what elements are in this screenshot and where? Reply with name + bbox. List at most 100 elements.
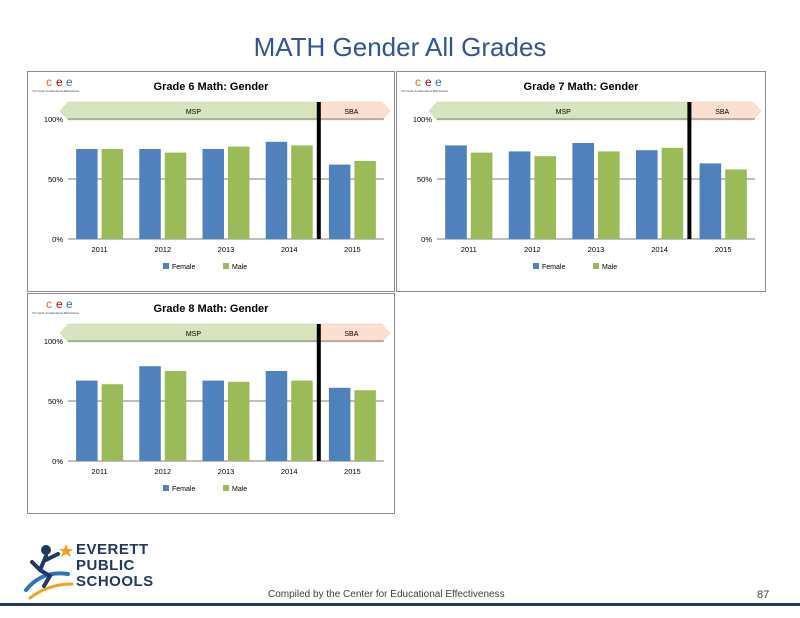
y-tick-label: 100% <box>44 337 64 346</box>
cee-logo-tagline: The Center for Educational Effectiveness <box>401 89 449 93</box>
cee-logo-letter: e <box>425 75 432 89</box>
bar-female <box>265 141 288 239</box>
sba-band-label: SBA <box>715 109 729 116</box>
logo-wordmark: EVERETT PUBLIC SCHOOLS <box>76 542 154 590</box>
cee-logo-letter: e <box>435 75 442 89</box>
x-tick-label: 2015 <box>344 467 361 476</box>
bar-male <box>354 161 376 239</box>
bar-male <box>101 384 124 461</box>
bar-female <box>328 387 351 461</box>
y-tick-label: 100% <box>413 115 433 124</box>
x-tick-label: 2014 <box>281 467 298 476</box>
msp-band-label: MSP <box>556 109 572 116</box>
bar-male <box>354 390 376 461</box>
legend-swatch <box>593 263 599 269</box>
bar-male <box>291 380 313 461</box>
bar-male <box>164 152 187 239</box>
x-tick-label: 2011 <box>92 245 108 254</box>
x-tick-label: 2014 <box>651 245 668 254</box>
legend-swatch <box>163 263 169 269</box>
legend-label: Female <box>172 486 195 493</box>
bar-female <box>265 371 288 461</box>
x-tick-label: 2011 <box>92 467 108 476</box>
chart-title: Grade 8 Math: Gender <box>154 303 270 315</box>
legend-label: Female <box>542 264 565 271</box>
msp-band-label: MSP <box>186 109 202 116</box>
footer-credit: Compiled by the Center for Educational E… <box>268 589 505 600</box>
bar-male <box>725 169 747 239</box>
x-tick-label: 2012 <box>524 245 541 254</box>
y-tick-label: 50% <box>417 175 432 184</box>
x-tick-label: 2014 <box>281 245 298 254</box>
x-tick-label: 2015 <box>344 245 361 254</box>
bar-female <box>635 150 658 239</box>
cee-logo-letter: e <box>66 75 73 89</box>
y-tick-label: 50% <box>48 397 63 406</box>
legend-label: Male <box>232 264 247 271</box>
x-tick-label: 2012 <box>154 245 171 254</box>
x-tick-label: 2013 <box>218 467 235 476</box>
bar-male <box>164 371 187 461</box>
y-tick-label: 0% <box>421 235 432 244</box>
cee-logo-tagline: The Center for Educational Effectiveness <box>32 311 80 315</box>
bar-male <box>228 381 250 461</box>
y-tick-label: 0% <box>52 457 63 466</box>
bar-male <box>661 147 684 239</box>
chart-panel-grade-6: c e e The Center for Educational Effectiven… <box>27 71 395 292</box>
logo-line-2: PUBLIC <box>76 557 135 574</box>
bar-male <box>534 156 557 239</box>
x-tick-label: 2013 <box>218 245 235 254</box>
cee-logo-letter: c <box>415 75 421 89</box>
bar-male <box>598 151 620 239</box>
logo-line-3: SCHOOLS <box>76 573 154 590</box>
legend-swatch <box>533 263 539 269</box>
bar-female <box>508 151 531 239</box>
chart-title: Grade 7 Math: Gender <box>524 81 640 93</box>
bar-male <box>228 146 250 239</box>
bar-female <box>139 149 161 239</box>
bar-female <box>445 145 467 239</box>
bar-male <box>470 152 493 239</box>
logo-line-1: EVERETT <box>76 541 149 558</box>
legend-swatch <box>223 263 229 269</box>
x-tick-label: 2012 <box>154 467 171 476</box>
footer-rule <box>0 603 800 606</box>
y-tick-label: 100% <box>44 115 64 124</box>
cee-logo-letter: e <box>56 297 63 311</box>
legend-label: Male <box>602 264 617 271</box>
sba-band-label: SBA <box>344 331 358 338</box>
bar-female <box>139 366 161 461</box>
legend-swatch <box>223 485 229 491</box>
everett-public-schools-logo: EVERETT PUBLIC SCHOOLS <box>22 540 192 602</box>
legend-label: Female <box>172 264 195 271</box>
cee-logo-letter: e <box>56 75 63 89</box>
y-tick-label: 50% <box>48 175 63 184</box>
cee-logo-letter: c <box>46 75 52 89</box>
bar-female <box>76 149 98 239</box>
bar-female <box>202 380 224 461</box>
legend-swatch <box>163 485 169 491</box>
y-tick-label: 0% <box>52 235 63 244</box>
x-tick-label: 2011 <box>461 245 477 254</box>
page-number: 87 <box>757 589 770 601</box>
bar-female <box>76 380 98 461</box>
bar-male <box>291 145 313 239</box>
cee-logo-letter: e <box>66 297 73 311</box>
slide-title: MATH Gender All Grades <box>253 32 547 62</box>
runner-icon <box>24 544 74 600</box>
x-tick-label: 2015 <box>715 245 732 254</box>
chart-panel-grade-8: c e e The Center for Educational Effectiven… <box>27 293 395 514</box>
bar-female <box>572 143 594 239</box>
bar-female <box>699 163 722 239</box>
cee-logo-letter: c <box>46 297 52 311</box>
x-tick-label: 2013 <box>588 245 605 254</box>
chart-title: Grade 6 Math: Gender <box>154 81 270 93</box>
bar-female <box>202 149 224 239</box>
legend-label: Male <box>232 486 247 493</box>
